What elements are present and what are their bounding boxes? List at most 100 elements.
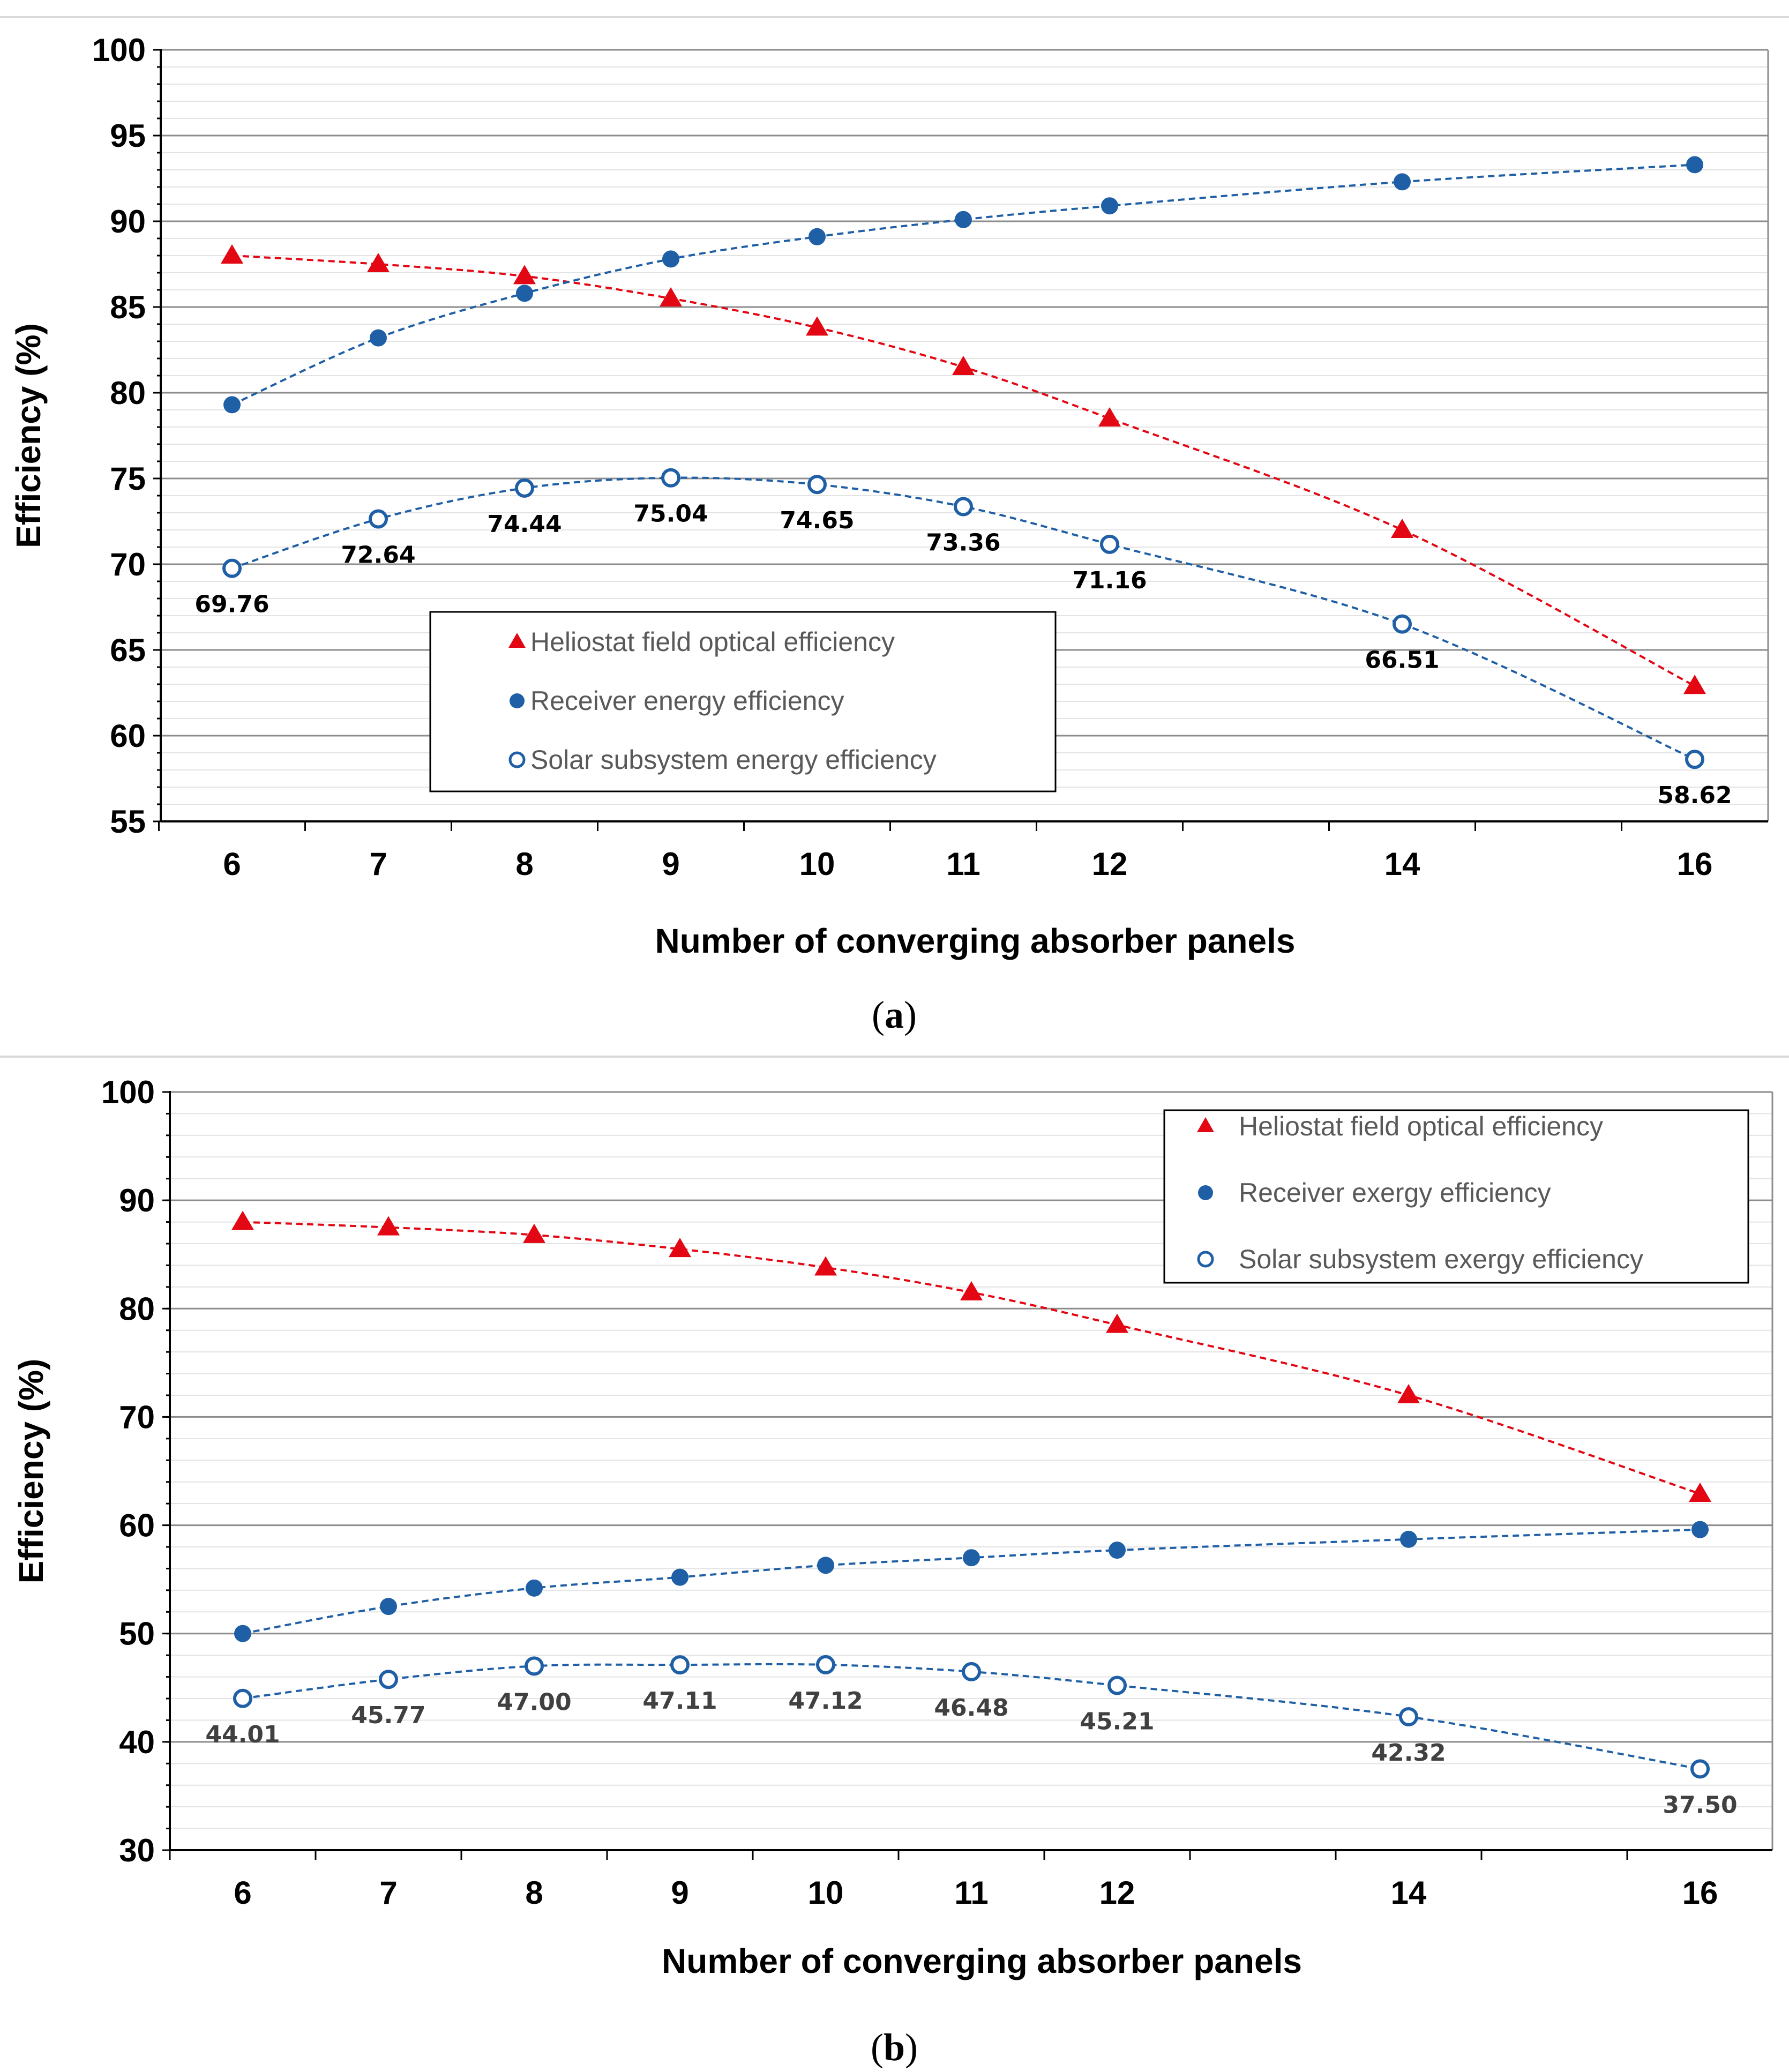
data-label-b-0: 44.01 [205,1721,280,1748]
point-a-receiver-0 [223,396,241,414]
data-label-b-8: 37.50 [1663,1791,1737,1819]
point-a-heliostat-7 [1391,519,1413,538]
data-label-a-3: 75.04 [633,500,708,528]
legend-label-a-receiver: Receiver energy efficiency [530,686,844,716]
x-tick-label-b-8: 16 [1682,1875,1718,1911]
y-tick-label-b-3: 60 [119,1508,155,1544]
y-axis-title-b: Efficiency (%) [12,1359,50,1584]
point-b-heliostat-8 [1689,1482,1711,1502]
y-tick-label-a-0: 55 [110,804,146,840]
y-tick-label-b-5: 80 [119,1291,155,1327]
x-tick-label-a-8: 16 [1677,846,1713,882]
y-tick-label-a-6: 85 [110,289,146,325]
legend-marker-ring-icon [1197,1251,1214,1268]
point-b-heliostat-4 [814,1256,837,1276]
x-tick-label-a-4: 10 [799,846,835,882]
caption-b-letter: b [884,2026,905,2069]
series-line-b-receiver [242,1528,1701,1635]
data-label-a-5: 73.36 [926,529,1000,556]
point-b-solar-3 [670,1655,690,1675]
data-label-a-6: 71.16 [1072,567,1147,594]
point-a-heliostat-1 [367,253,390,272]
point-a-heliostat-4 [806,316,828,336]
caption-a: (a) [872,993,917,1036]
y-axis-title-a: Efficiency (%) [9,323,48,548]
y-tick-label-a-8: 95 [110,118,146,154]
legend-box [1163,1109,1749,1284]
point-a-heliostat-2 [513,265,536,285]
y-tick-label-a-9: 100 [92,32,146,68]
point-a-solar-4 [807,475,827,495]
point-b-receiver-4 [817,1557,834,1574]
legend-label-b-solar: Solar subsystem exergy efficiency [1239,1244,1643,1274]
point-a-receiver-2 [516,285,533,302]
data-label-b-7: 42.32 [1371,1739,1446,1767]
x-tick-label-a-6: 12 [1092,846,1128,882]
data-label-a-4: 74.65 [780,507,854,534]
data-label-a-1: 72.64 [341,542,415,569]
x-axis-title-a: Number of converging absorber panels [655,922,1296,960]
caption-b: (b) [871,2026,918,2069]
y-tick-label-b-4: 70 [119,1399,155,1435]
point-a-receiver-3 [662,250,679,268]
legend-marker-triangle-icon [508,633,526,648]
data-label-b-4: 47.12 [788,1687,863,1715]
series-line-b-heliostat [242,1221,1701,1495]
data-label-a-0: 69.76 [194,591,269,618]
point-a-heliostat-5 [952,356,975,375]
x-tick-label-b-2: 8 [525,1875,543,1911]
point-b-receiver-5 [963,1549,980,1567]
point-a-solar-6 [1100,534,1119,554]
y-tick-label-a-5: 80 [110,375,146,411]
x-axis-title-b: Number of converging absorber panels [662,1942,1302,1980]
legend-b: Heliostat field optical efficiency Receiv… [1163,1109,1749,1284]
point-a-solar-7 [1393,614,1412,634]
y-tick-label-a-2: 65 [110,632,146,668]
data-label-a-2: 74.44 [487,511,562,538]
x-tick-label-a-3: 9 [662,846,679,882]
legend-label-b-receiver: Receiver exergy efficiency [1239,1178,1551,1208]
point-b-heliostat-3 [669,1238,691,1258]
point-b-receiver-2 [526,1579,543,1597]
y-tick-label-a-4: 75 [110,461,146,497]
point-b-receiver-6 [1109,1542,1126,1559]
x-tick-label-a-2: 8 [515,846,533,882]
point-b-solar-6 [1107,1675,1127,1695]
legend-marker-dot-icon [510,693,525,708]
series-line-a-receiver [231,163,1695,406]
point-a-receiver-7 [1394,173,1411,191]
y-tick-label-b-2: 50 [119,1616,155,1652]
x-tick-label-b-7: 14 [1391,1875,1427,1911]
x-tick-label-b-5: 11 [954,1875,988,1911]
point-b-solar-0 [233,1688,252,1708]
legend-marker-dot-icon [1198,1185,1213,1200]
data-label-a-7: 66.51 [1365,647,1439,674]
legend-a: Heliostat field optical efficiency Receiv… [429,611,1057,792]
data-label-a-8: 58.62 [1657,782,1732,809]
point-b-receiver-3 [671,1568,688,1586]
legend-marker-ring-icon [508,751,526,768]
x-tick-label-b-4: 10 [808,1875,844,1911]
point-b-heliostat-7 [1397,1384,1420,1403]
legend-label-a-solar: Solar subsystem energy efficiency [530,745,937,775]
data-label-b-3: 47.11 [642,1687,717,1715]
point-a-heliostat-0 [221,244,243,264]
y-tick-label-b-6: 90 [119,1183,155,1218]
point-a-receiver-6 [1101,197,1118,215]
point-a-heliostat-8 [1683,675,1706,694]
legend-label-b-heliostat: Heliostat field optical efficiency [1239,1111,1603,1141]
point-a-solar-2 [515,478,534,498]
point-b-receiver-1 [380,1598,397,1615]
point-b-heliostat-1 [377,1216,400,1236]
legend-label-a-heliostat: Heliostat field optical efficiency [530,627,895,657]
point-a-heliostat-3 [660,287,682,306]
y-tick-label-a-3: 70 [110,547,146,582]
data-label-b-6: 45.21 [1080,1708,1154,1736]
data-label-b-5: 46.48 [934,1694,1008,1722]
chart-a: 55 60 65 70 75 80 85 90 95 100 6 7 8 9 10 11 12 14 16 Numbe… [9,32,1769,960]
point-b-solar-5 [962,1662,981,1681]
x-tick-label-b-0: 6 [234,1875,251,1911]
y-tick-label-b-7: 100 [101,1074,155,1110]
x-tick-label-a-0: 6 [223,846,241,882]
